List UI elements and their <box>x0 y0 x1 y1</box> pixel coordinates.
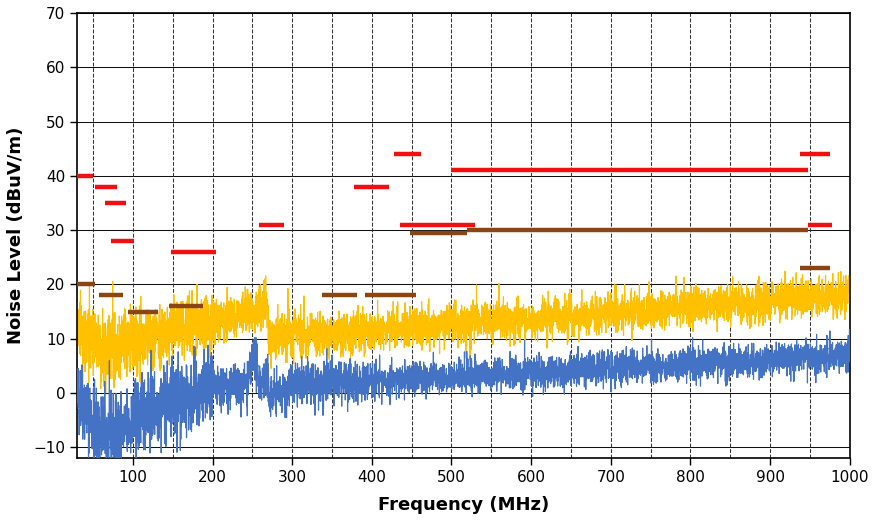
X-axis label: Frequency (MHz): Frequency (MHz) <box>378 496 549 514</box>
Y-axis label: Noise Level (dBuV/m): Noise Level (dBuV/m) <box>7 127 25 344</box>
